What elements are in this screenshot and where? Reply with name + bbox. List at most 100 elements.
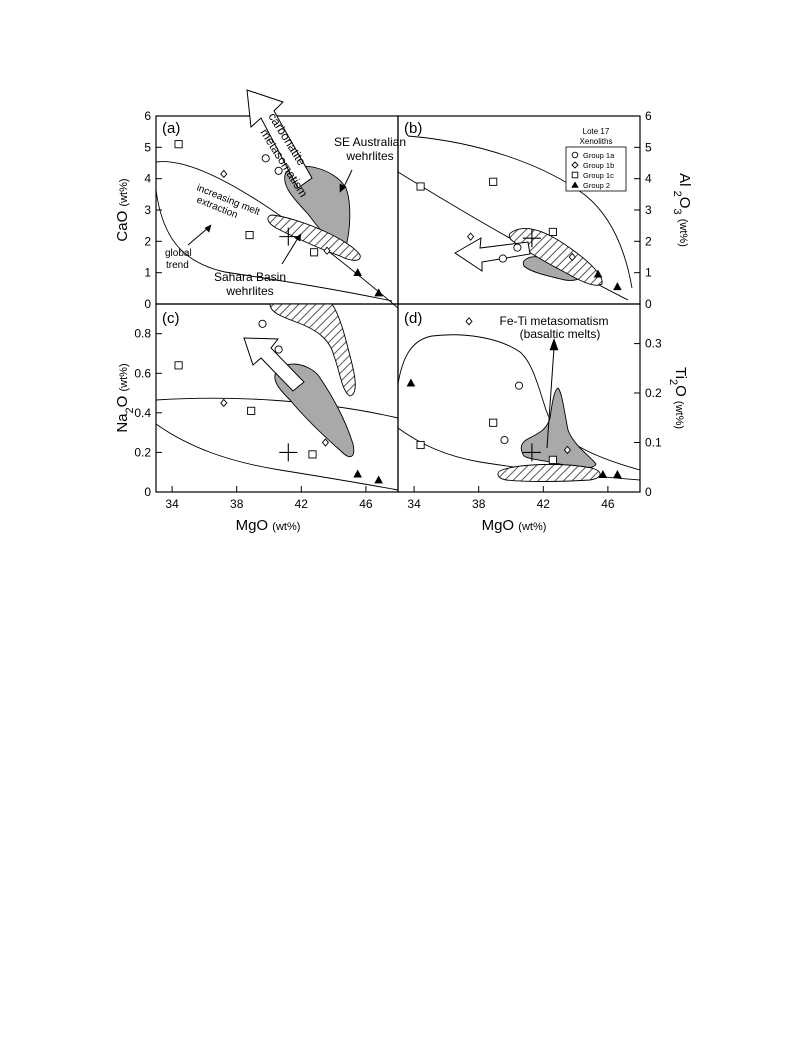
legend-title-1: Lote 17 bbox=[583, 127, 610, 136]
tick-label: 1 bbox=[645, 266, 652, 280]
tick-label: 4 bbox=[645, 172, 652, 186]
tick-label: 2 bbox=[144, 234, 151, 248]
tick-label: 6 bbox=[645, 109, 652, 123]
panel-a-carbonatite-arrow bbox=[246, 89, 313, 189]
pointer-head bbox=[204, 224, 212, 233]
average-cross-marker bbox=[279, 443, 298, 462]
data-point-square bbox=[489, 418, 498, 427]
tick-label: 6 bbox=[144, 109, 151, 123]
panel-b-yticks: 6 5 4 3 2 1 0 bbox=[634, 109, 652, 311]
tick-label: 0.2 bbox=[134, 445, 151, 459]
legend-title-2: Xenoliths bbox=[580, 137, 613, 146]
data-point-triangle bbox=[374, 288, 383, 297]
panel-d-field-upper bbox=[397, 334, 641, 471]
panel-c-xticks: 34 38 42 46 bbox=[165, 486, 373, 511]
tick-label: 3 bbox=[144, 203, 151, 217]
panel-a-yticks: 6 5 4 3 2 1 0 bbox=[144, 109, 162, 311]
panel-c-points bbox=[174, 319, 383, 484]
data-point-circle bbox=[513, 243, 522, 252]
panel-a-field-upper bbox=[155, 161, 399, 309]
panel-c-label: (c) bbox=[162, 310, 180, 327]
panel-a-field-lower bbox=[155, 189, 393, 302]
data-point-square bbox=[245, 231, 254, 240]
tick-label: 0 bbox=[645, 297, 652, 311]
legend-entry: Group 1a bbox=[583, 151, 615, 160]
panel-b-field-upper bbox=[407, 135, 633, 289]
data-point-circle bbox=[498, 254, 507, 263]
data-point-square bbox=[174, 361, 183, 370]
panel-c: 0 0.2 0.4 0.6 0.8 34 38 42 46 MgO (wt%) … bbox=[114, 303, 399, 534]
data-point-circle bbox=[258, 319, 267, 328]
panel-c-field-upper bbox=[155, 397, 399, 419]
data-point-square bbox=[247, 406, 256, 415]
tick-label: 38 bbox=[230, 497, 244, 511]
average-cross-marker bbox=[522, 443, 541, 462]
data-point-diamond bbox=[568, 252, 576, 262]
panel-b-legend: Lote 17 Xenoliths Group 1a Group 1b Grou… bbox=[565, 127, 627, 192]
panel-c-sahara-field bbox=[269, 303, 356, 397]
panel-a-annotation-se-aus-2: wehrlites bbox=[345, 149, 393, 163]
tick-label: 3 bbox=[645, 203, 652, 217]
legend-marker-square bbox=[571, 171, 579, 179]
panel-c-yticks: 0 0.2 0.4 0.6 0.8 bbox=[134, 327, 162, 499]
legend-entry: Group 1b bbox=[583, 161, 614, 170]
panel-b-label: (b) bbox=[404, 120, 422, 137]
data-point-square bbox=[548, 227, 557, 236]
panel-a-annotation-global-2: trend bbox=[166, 260, 189, 271]
panel-d-ylabel: Ti2O (wt%) bbox=[667, 367, 689, 429]
panel-d-label: (d) bbox=[404, 310, 422, 327]
data-point-diamond bbox=[321, 438, 329, 447]
tick-label: 42 bbox=[295, 497, 309, 511]
panel-b-ylabel: Al 2O3 (wt%) bbox=[671, 173, 693, 247]
data-point-triangle bbox=[613, 470, 622, 478]
tick-label: 34 bbox=[407, 497, 421, 511]
panel-c-field-lower bbox=[155, 423, 399, 491]
tick-label: 42 bbox=[537, 497, 551, 511]
data-point-diamond bbox=[220, 398, 228, 408]
panel-a-points bbox=[174, 140, 383, 297]
panel-b: 6 5 4 3 2 1 0 Al 2O3 (wt%) (b) Lote 17 X… bbox=[397, 109, 693, 311]
tick-label: 4 bbox=[144, 172, 151, 186]
panel-c-xlabel: MgO (wt%) bbox=[236, 517, 301, 534]
panel-d-fe-ti-field bbox=[520, 387, 597, 469]
data-point-diamond bbox=[465, 317, 473, 326]
data-point-square bbox=[416, 182, 425, 191]
data-point-triangle bbox=[593, 269, 603, 278]
data-point-diamond bbox=[467, 232, 475, 241]
data-point-triangle bbox=[406, 378, 416, 387]
legend-marker-triangle bbox=[571, 181, 579, 188]
data-point-circle bbox=[274, 166, 283, 175]
panel-d-yticks: 0 0.1 0.2 0.3 bbox=[634, 337, 662, 499]
panel-d-frame bbox=[397, 303, 641, 493]
pointer-line bbox=[546, 347, 555, 449]
panel-a-ylabel: CaO (wt%) bbox=[114, 178, 131, 241]
panel-a: 6 5 4 3 2 1 0 CaO (wt%) (a) carbonatite … bbox=[114, 89, 406, 311]
panel-a-annotation-sahara-2: wehrlites bbox=[225, 284, 273, 298]
pointer-line bbox=[281, 237, 299, 265]
data-point-circle bbox=[500, 436, 509, 445]
panel-b-arrow bbox=[454, 237, 531, 272]
data-point-square bbox=[489, 177, 498, 186]
data-point-square bbox=[174, 140, 183, 149]
panel-d: 0 0.1 0.2 0.3 34 38 42 46 MgO (wt%) Ti2O… bbox=[397, 303, 689, 534]
panel-d-annotation-fe-ti-2: (basaltic melts) bbox=[520, 327, 601, 341]
data-point-diamond bbox=[323, 246, 331, 255]
data-point-circle bbox=[261, 154, 270, 163]
pointer-head bbox=[339, 183, 347, 193]
tick-label: 38 bbox=[472, 497, 486, 511]
panel-a-annotation-sahara-1: Sahara Basin bbox=[214, 270, 286, 284]
data-point-triangle bbox=[374, 475, 383, 484]
data-point-diamond bbox=[220, 169, 228, 179]
legend-marker-circle bbox=[571, 151, 579, 159]
tick-label: 46 bbox=[601, 497, 615, 511]
average-cross-marker bbox=[279, 227, 298, 246]
data-point-square bbox=[548, 455, 557, 464]
data-point-square bbox=[416, 440, 425, 450]
panel-d-sahara-field bbox=[497, 463, 601, 482]
tick-label: 0.4 bbox=[134, 406, 151, 420]
panel-d-xticks: 34 38 42 46 bbox=[407, 486, 615, 511]
panel-a-label: (a) bbox=[162, 120, 180, 137]
tick-label: 5 bbox=[645, 140, 652, 154]
pointer-head bbox=[294, 233, 302, 242]
data-point-diamond bbox=[563, 445, 571, 455]
